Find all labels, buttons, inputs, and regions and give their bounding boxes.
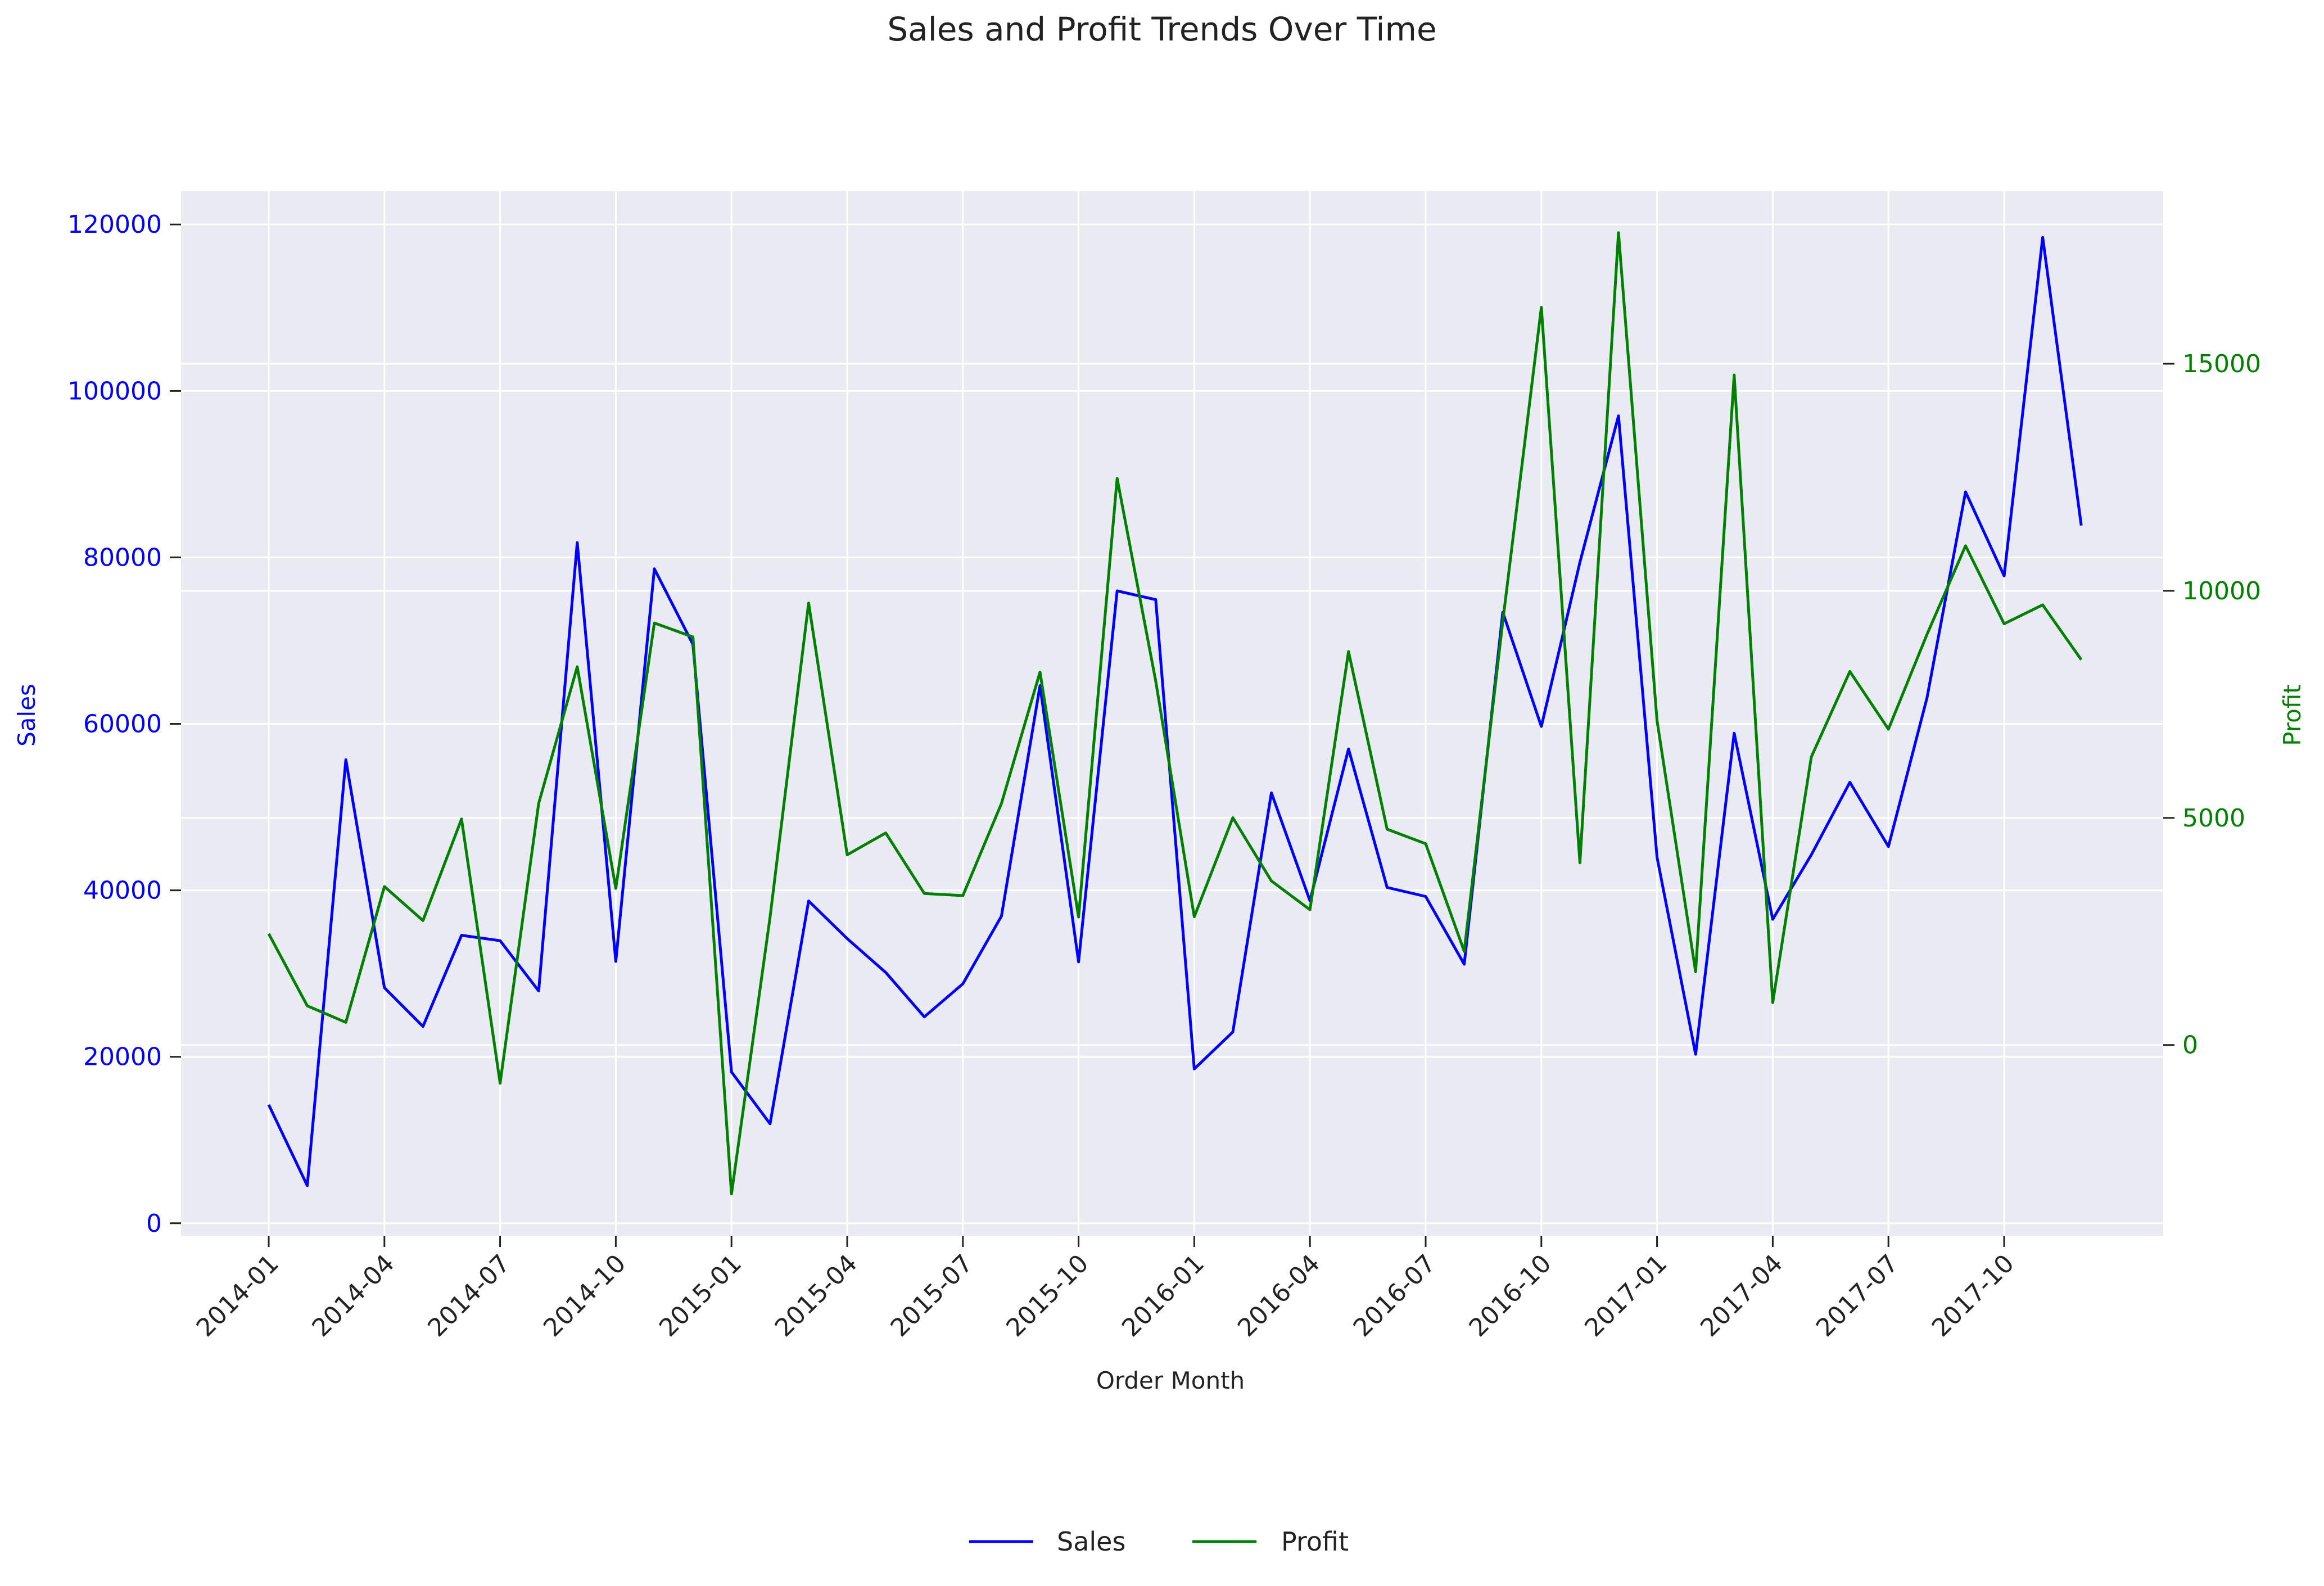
- y-tick-label-right: 0: [2182, 1031, 2198, 1060]
- series-line-profit: [267, 231, 2083, 1196]
- grid: [181, 191, 2163, 1236]
- series: [267, 231, 2083, 1196]
- y-tick-label-left: 100000: [67, 377, 162, 405]
- legend-label-profit: Profit: [1281, 1526, 1349, 1557]
- y-tick-label-right: 15000: [2182, 350, 2261, 378]
- y-axis-label-right: Profit: [2278, 684, 2306, 746]
- y-tick-label-left: 20000: [83, 1043, 162, 1072]
- y-tick-label-left: 40000: [83, 876, 162, 905]
- y-axis-label-left: Sales: [13, 684, 40, 747]
- legend: Sales Profit: [969, 1526, 1349, 1557]
- y-tick-label-right: 10000: [2182, 577, 2261, 606]
- plot-area: [181, 191, 2163, 1236]
- y-tick-label-left: 60000: [83, 710, 162, 739]
- y-tick-label-left: 120000: [67, 210, 162, 239]
- series-line-sales: [267, 236, 2083, 1187]
- chart-title: Sales and Profit Trends Over Time: [887, 10, 1436, 48]
- y-tick-label-right: 5000: [2182, 804, 2245, 833]
- x-axis-label: Order Month: [1096, 1367, 1245, 1394]
- y-tick-label-left: 0: [146, 1209, 162, 1238]
- y-tick-label-left: 80000: [83, 543, 162, 572]
- legend-label-sales: Sales: [1057, 1526, 1125, 1557]
